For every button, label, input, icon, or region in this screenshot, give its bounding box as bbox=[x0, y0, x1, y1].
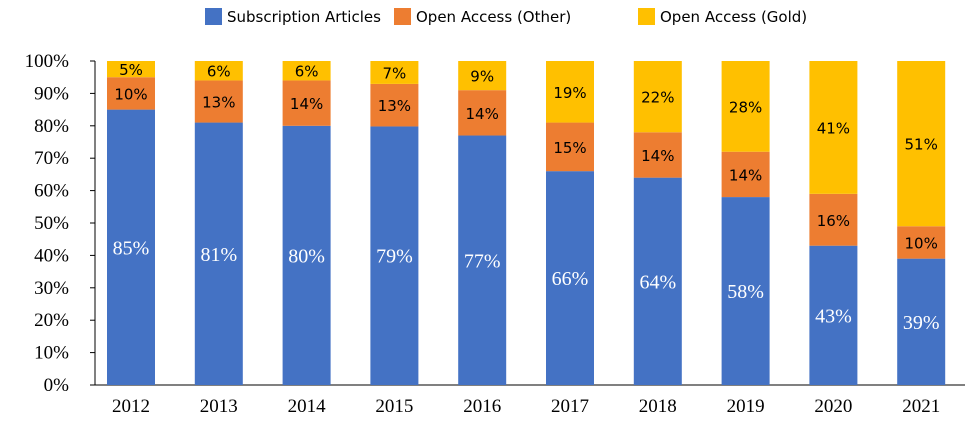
y-tick-label: 10% bbox=[34, 343, 69, 364]
bar-segment bbox=[370, 83, 419, 127]
data-label: 19% bbox=[553, 84, 586, 102]
x-tick-label: 2016 bbox=[463, 396, 501, 417]
bar-segment bbox=[458, 135, 507, 385]
bar-segment bbox=[282, 80, 331, 126]
bar-segment bbox=[546, 122, 594, 172]
bar-segment bbox=[370, 61, 419, 84]
data-label: 58% bbox=[727, 281, 764, 303]
bar-segment bbox=[370, 126, 419, 386]
bar-segment bbox=[633, 177, 682, 385]
bar-segment bbox=[633, 61, 682, 133]
bar-segment bbox=[458, 90, 507, 136]
x-tick-label: 2017 bbox=[551, 396, 589, 417]
bar-segment bbox=[194, 61, 243, 81]
bar-segment bbox=[194, 80, 243, 123]
data-label: 43% bbox=[815, 305, 852, 327]
data-label: 10% bbox=[905, 234, 938, 252]
data-label: 77% bbox=[464, 250, 501, 272]
legend-label: Open Access (Gold) bbox=[660, 8, 807, 26]
data-label: 85% bbox=[113, 237, 150, 259]
bar-segment bbox=[282, 61, 331, 81]
data-label: 14% bbox=[729, 166, 762, 184]
data-label: 6% bbox=[295, 63, 319, 81]
data-label: 64% bbox=[639, 271, 676, 293]
x-tick-label: 2012 bbox=[112, 396, 150, 417]
x-tick-label: 2020 bbox=[814, 396, 852, 417]
legend-swatch bbox=[205, 8, 222, 25]
bar-segment bbox=[809, 61, 858, 194]
bar-segment bbox=[897, 61, 946, 227]
data-label: 7% bbox=[383, 64, 407, 82]
bar-segment bbox=[721, 197, 770, 385]
bar-segment bbox=[107, 61, 155, 78]
x-tick-label: 2014 bbox=[288, 396, 327, 417]
bar-segment bbox=[107, 109, 155, 385]
data-label: 80% bbox=[288, 245, 325, 267]
bar-segment bbox=[546, 61, 594, 123]
data-label: 39% bbox=[903, 312, 940, 334]
bar-segment bbox=[721, 151, 770, 198]
bar-segment bbox=[809, 245, 858, 385]
bar-segment bbox=[194, 122, 243, 385]
y-tick-label: 90% bbox=[34, 83, 69, 104]
data-label: 9% bbox=[470, 68, 494, 86]
data-label: 5% bbox=[119, 61, 143, 79]
data-label: 81% bbox=[200, 244, 237, 266]
data-label: 14% bbox=[290, 95, 323, 113]
data-label: 28% bbox=[729, 98, 762, 116]
y-tick-label: 40% bbox=[34, 245, 69, 266]
bar-segment bbox=[721, 61, 770, 152]
data-label: 22% bbox=[641, 89, 674, 107]
y-tick-label: 0% bbox=[44, 375, 70, 396]
legend-swatch bbox=[394, 8, 411, 25]
legend-label: Open Access (Other) bbox=[416, 8, 571, 26]
data-label: 14% bbox=[641, 147, 674, 165]
y-tick-label: 30% bbox=[34, 278, 69, 299]
y-tick-label: 60% bbox=[34, 181, 69, 202]
data-label: 16% bbox=[817, 212, 850, 230]
data-label: 13% bbox=[378, 97, 411, 115]
data-label: 41% bbox=[817, 119, 850, 137]
y-tick-label: 20% bbox=[34, 310, 69, 331]
x-tick-label: 2019 bbox=[727, 396, 765, 417]
x-tick-label: 2021 bbox=[902, 396, 940, 417]
data-label: 13% bbox=[202, 94, 235, 112]
data-label: 66% bbox=[552, 268, 589, 290]
bar-segment bbox=[633, 132, 682, 178]
y-tick-label: 70% bbox=[34, 148, 69, 169]
bar-segment bbox=[546, 171, 594, 385]
legend-label: Subscription Articles bbox=[227, 8, 381, 26]
bar-segment bbox=[809, 193, 858, 246]
data-label: 79% bbox=[376, 246, 413, 268]
y-tick-label: 100% bbox=[25, 51, 70, 72]
legend-swatch bbox=[638, 8, 655, 25]
data-label: 10% bbox=[114, 85, 147, 103]
y-tick-label: 50% bbox=[34, 213, 69, 234]
x-tick-label: 2015 bbox=[375, 396, 413, 417]
x-tick-label: 2013 bbox=[200, 396, 238, 417]
data-label: 51% bbox=[905, 136, 938, 154]
bar-segment bbox=[897, 226, 946, 259]
data-label: 15% bbox=[553, 139, 586, 157]
bar-segment bbox=[458, 61, 507, 91]
x-tick-label: 2018 bbox=[639, 396, 677, 417]
bar-segment bbox=[107, 77, 155, 110]
data-label: 14% bbox=[466, 105, 499, 123]
y-tick-label: 80% bbox=[34, 116, 69, 137]
bar-segment bbox=[897, 258, 946, 385]
bar-segment bbox=[282, 125, 331, 386]
data-label: 6% bbox=[207, 63, 231, 81]
